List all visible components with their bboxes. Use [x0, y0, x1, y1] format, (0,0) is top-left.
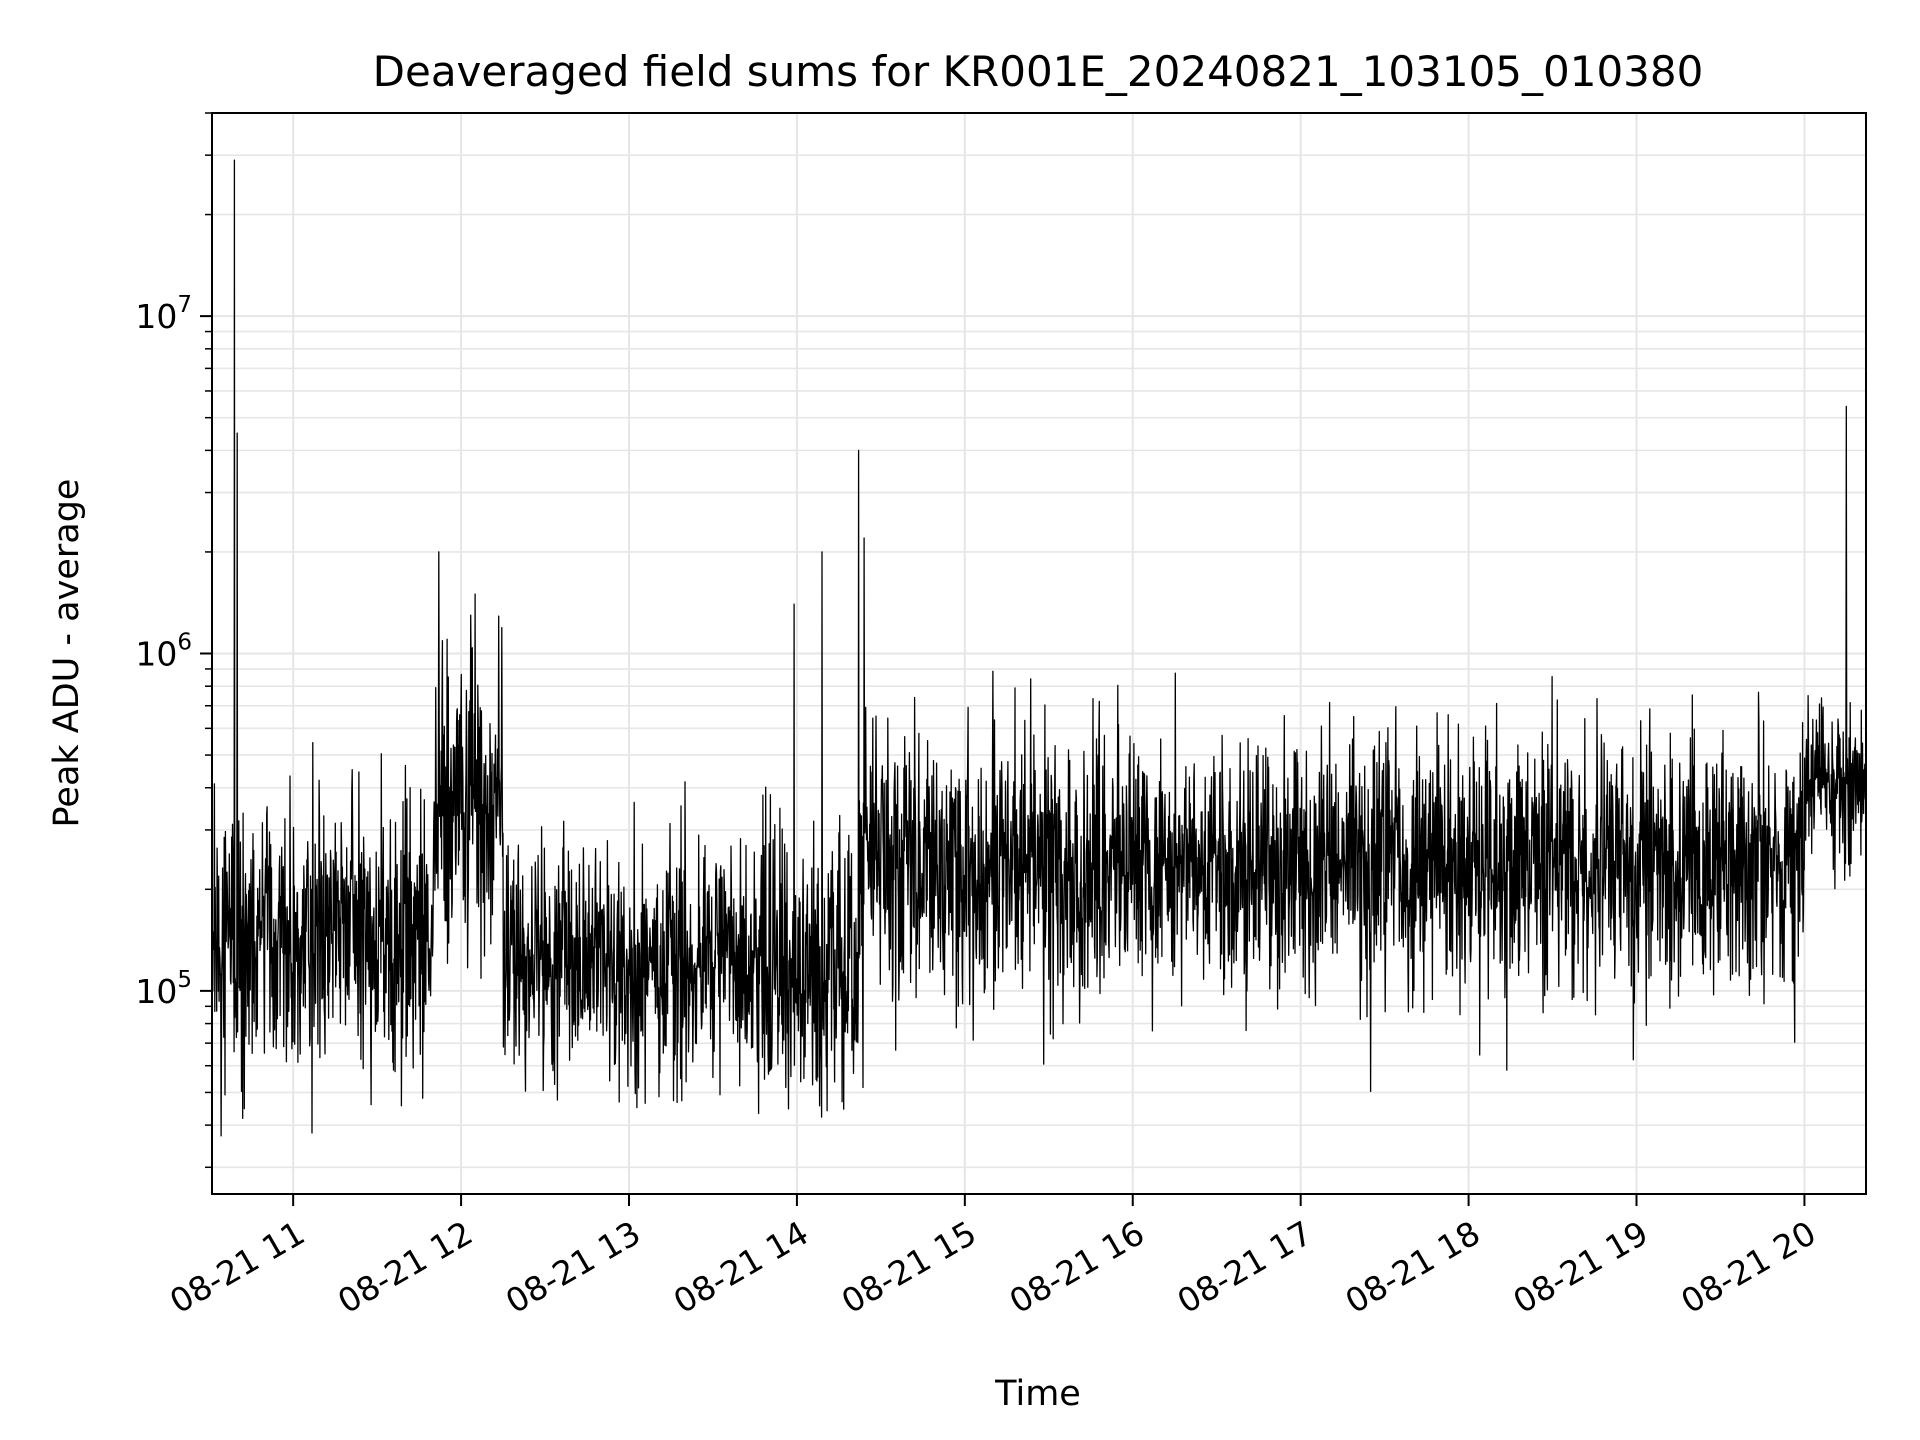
y-axis: 105 106 107	[135, 112, 212, 1169]
series-path	[211, 159, 1867, 1137]
y-axis-label: Peak ADU - average	[47, 479, 87, 828]
x-axis-label: Time	[994, 1374, 1081, 1414]
y-tick-label: 107	[135, 292, 192, 336]
grid	[212, 112, 1866, 1194]
series-line	[211, 159, 1867, 1137]
chart-title: Deaveraged field sums for KR001E_2024082…	[373, 47, 1704, 96]
y-tick-label: 105	[135, 967, 192, 1011]
y-tick-label: 106	[135, 630, 192, 674]
